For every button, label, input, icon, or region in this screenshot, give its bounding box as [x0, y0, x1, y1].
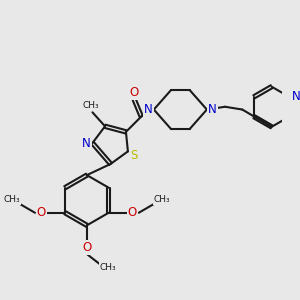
Text: N: N	[82, 136, 91, 149]
Text: CH₃: CH₃	[154, 195, 170, 204]
Text: N: N	[292, 90, 300, 103]
Text: O: O	[37, 206, 46, 219]
Text: CH₃: CH₃	[100, 263, 116, 272]
Text: N: N	[144, 103, 153, 116]
Text: O: O	[130, 86, 139, 99]
Text: S: S	[130, 149, 138, 162]
Text: N: N	[208, 103, 217, 116]
Text: O: O	[82, 241, 92, 254]
Text: CH₃: CH₃	[83, 101, 99, 110]
Text: CH₃: CH₃	[4, 195, 20, 204]
Text: O: O	[128, 206, 137, 219]
